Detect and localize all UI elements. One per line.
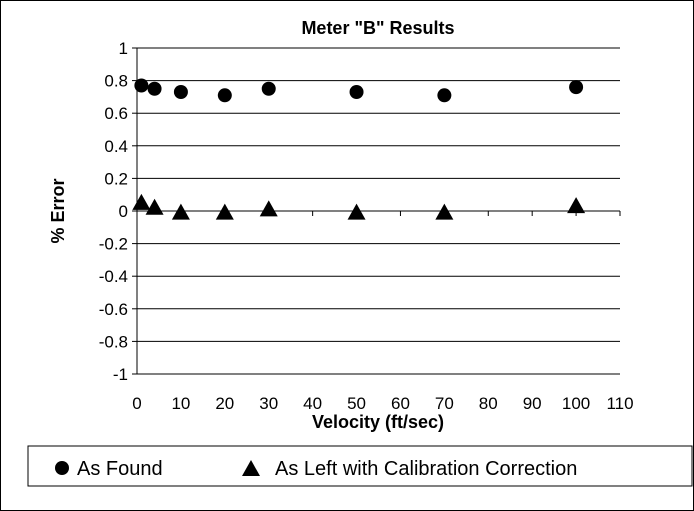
y-tick-label: 0.4 xyxy=(104,137,128,156)
y-tick-label: -1 xyxy=(113,365,128,384)
y-axis-ticks: 1 0.8 0.6 0.4 0.2 0 -0.2 -0.4 -0.6 -0.8 -1 xyxy=(99,39,137,384)
data-point-circle xyxy=(349,85,364,100)
x-tick-label: 80 xyxy=(479,394,498,413)
data-point-triangle xyxy=(132,193,151,210)
data-point-triangle xyxy=(145,198,164,215)
data-point-circle xyxy=(261,81,276,96)
y-tick-label: -0.8 xyxy=(99,332,128,351)
data-point-triangle xyxy=(347,203,366,220)
x-tick-label: 110 xyxy=(606,394,633,413)
legend-marker-triangle xyxy=(242,460,260,476)
y-tick-label: 0.6 xyxy=(104,104,128,123)
x-axis-ticks: 0 10 20 30 40 50 60 70 80 90 100 110 xyxy=(132,211,634,413)
x-tick-label: 30 xyxy=(259,394,278,413)
chart-title: Meter "B" Results xyxy=(301,18,454,38)
data-point-triangle xyxy=(567,197,586,214)
legend-box xyxy=(27,445,693,487)
data-point-triangle xyxy=(171,203,190,220)
x-tick-label: 100 xyxy=(562,394,590,413)
x-tick-label: 60 xyxy=(391,394,410,413)
series-as-found xyxy=(134,78,584,103)
data-point-circle xyxy=(569,80,584,95)
x-tick-label: 20 xyxy=(215,394,234,413)
data-point-triangle xyxy=(259,200,278,217)
data-point-circle xyxy=(147,81,162,96)
y-tick-label: 0.8 xyxy=(104,72,128,91)
y-tick-label: 0.2 xyxy=(104,169,128,188)
data-point-triangle xyxy=(215,203,234,220)
y-tick-label: -0.4 xyxy=(99,267,128,286)
legend-marker-circle xyxy=(55,461,69,475)
legend: As Found As Left with Calibration Correc… xyxy=(27,445,693,487)
y-tick-label: 1 xyxy=(119,39,128,58)
x-tick-label: 70 xyxy=(435,394,454,413)
data-point-circle xyxy=(134,78,149,93)
data-point-triangle xyxy=(435,203,454,220)
legend-label-as-left: As Left with Calibration Correction xyxy=(275,458,577,480)
legend-label-as-found: As Found xyxy=(77,458,163,480)
y-tick-label: 0 xyxy=(119,202,128,221)
y-tick-label: -0.2 xyxy=(99,235,128,254)
series-as-left xyxy=(132,193,586,220)
data-point-circle xyxy=(437,88,452,103)
data-point-circle xyxy=(173,85,188,100)
x-tick-label: 50 xyxy=(347,394,366,413)
x-axis-title: Velocity (ft/sec) xyxy=(312,412,444,432)
y-axis-title: % Error xyxy=(48,178,68,243)
x-tick-label: 0 xyxy=(132,394,141,413)
grid-lines xyxy=(137,47,620,375)
data-point-circle xyxy=(217,88,232,103)
series-layer xyxy=(132,78,586,220)
x-tick-label: 40 xyxy=(303,394,322,413)
y-tick-label: -0.6 xyxy=(99,300,128,319)
x-tick-label: 10 xyxy=(171,394,190,413)
x-tick-label: 90 xyxy=(523,394,542,413)
